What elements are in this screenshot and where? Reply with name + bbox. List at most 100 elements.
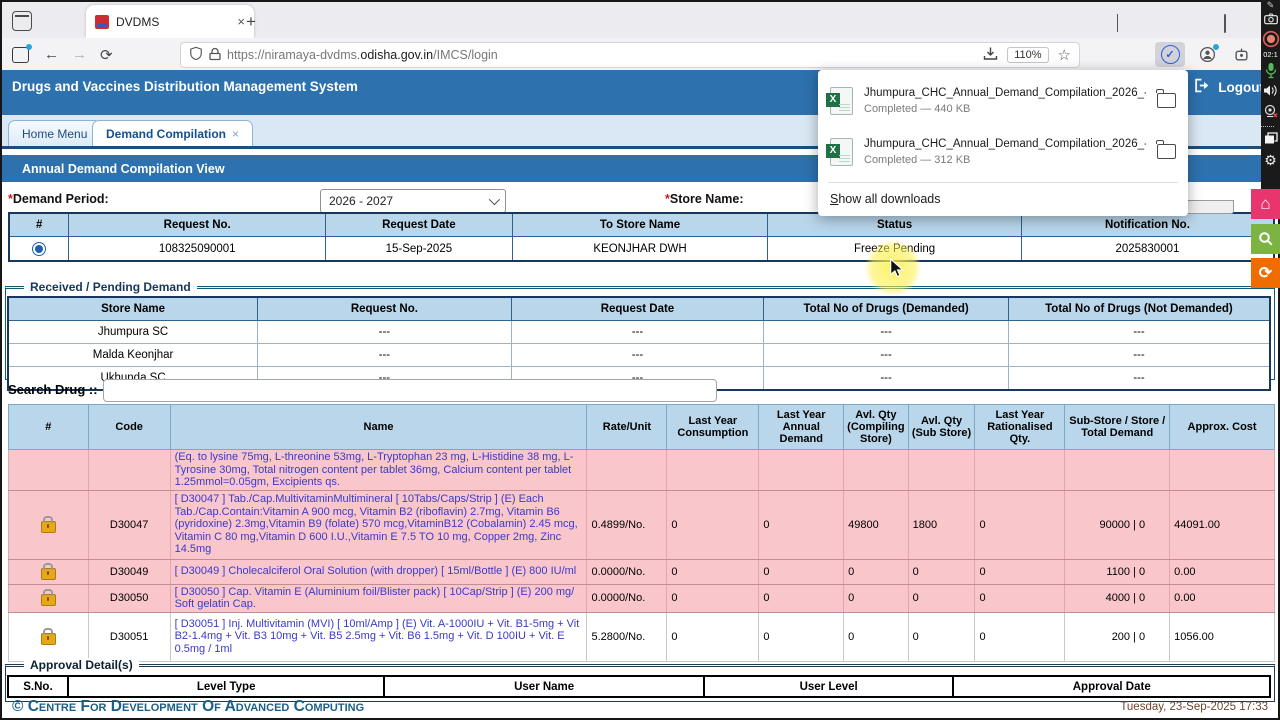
col-notification-no: Notification No. [1020, 212, 1275, 237]
tab-close-icon[interactable]: × [232, 126, 240, 141]
annotate-pencil-icon[interactable]: ✎ [1266, 0, 1275, 10]
col-name: Name [169, 404, 588, 450]
logout-icon [1194, 78, 1211, 96]
reload-icon[interactable]: ⟳ [100, 47, 113, 64]
col-hash: # [8, 212, 70, 237]
speaker-icon[interactable] [1261, 84, 1280, 102]
lock-icon[interactable] [40, 515, 56, 533]
lock-icon[interactable] [40, 589, 56, 606]
download-filename: Jhumpura_CHC_Annual_Demand_Compilation_2… [864, 86, 1146, 99]
gear-icon[interactable]: ⚙ [1264, 152, 1277, 168]
notification-no: 2025830001 [1020, 236, 1275, 262]
forward-icon[interactable]: → [72, 46, 87, 63]
tab-close-icon[interactable]: × [237, 14, 245, 29]
webcam-off-icon[interactable] [1261, 104, 1280, 124]
zoom-level-indicator[interactable]: 110% [1007, 47, 1049, 63]
drug-row-d30050: D30050 [ D30050 ] Cap. Vitamin E (Alumin… [8, 583, 1275, 613]
download-status: Completed — 440 KB [864, 102, 971, 115]
excel-file-icon [826, 86, 853, 115]
col-status: Status [767, 212, 1022, 237]
col-demanded: Total No of Drugs (Demanded) [763, 296, 1009, 321]
col-code: Code [87, 404, 171, 450]
request-no: 108325090001 [68, 236, 327, 262]
demand-period-select[interactable]: 2026 - 2027 [320, 189, 506, 213]
restore-window-icon[interactable] [1224, 14, 1226, 33]
logout-button[interactable]: Logout [1194, 78, 1264, 96]
request-table: # Request No. Request Date To Store Name… [8, 212, 1275, 262]
drug-row-d30049: D30049 [ D30049 ] Cholecalciferol Oral S… [8, 558, 1275, 585]
received-pending-legend: Received / Pending Demand [24, 280, 197, 294]
tab-home-menu[interactable]: Home Menu [8, 120, 102, 146]
request-row: 108325090001 15-Sep-2025 KEONJHAR DWH Fr… [8, 236, 1275, 262]
save-page-icon[interactable] [983, 46, 998, 64]
section-title: Annual Demand Compilation View [22, 161, 225, 176]
search-fab-button[interactable] [1251, 224, 1280, 254]
col-level-type: Level Type [66, 675, 386, 698]
screen-window-icon[interactable] [1261, 132, 1280, 150]
download-filename: Jhumpura_CHC_Annual_Demand_Compilation_2… [864, 137, 1146, 150]
drug-table: # Code Name Rate/Unit Last Year Consumpt… [8, 404, 1275, 662]
search-drug-input[interactable] [103, 379, 717, 402]
tab-list-chevron-icon[interactable] [1117, 14, 1118, 32]
tab-manager-icon[interactable] [12, 11, 32, 31]
sidebar-toggle-icon[interactable] [12, 44, 32, 63]
col-last-year-consumption: Last Year Consumption [666, 404, 760, 450]
table-row: Malda Keonjhar --- --- --- --- [7, 343, 1271, 367]
tab-demand-compilation[interactable]: Demand Compilation × [92, 120, 254, 146]
col-rationalised-qty: Last Year Rationalised Qty. [974, 404, 1066, 450]
col-avl-qty-compiling: Avl. Qty (Compiling Store) [843, 404, 909, 450]
received-pending-fieldset: Received / Pending Demand Store Name Req… [5, 280, 1275, 391]
lock-icon[interactable] [40, 627, 56, 645]
recording-timer: 02:1 [1263, 50, 1278, 59]
col-user-level: User Level [702, 675, 955, 698]
extensions-icon[interactable] [1226, 42, 1256, 67]
https-lock-icon[interactable] [209, 47, 221, 64]
col-last-year-annual-demand: Last Year Annual Demand [758, 404, 845, 450]
col-request-date: Request Date [325, 212, 513, 237]
url-text: https://niramaya-dvdms.odisha.gov.in/IMC… [227, 48, 498, 62]
approval-fieldset: Approval Detail(s) S.No. Level Type User… [5, 658, 1275, 702]
request-radio[interactable] [32, 241, 47, 256]
col-approval-date: Approval Date [952, 675, 1271, 698]
col-request-date: Request Date [510, 296, 765, 321]
download-item[interactable]: Jhumpura_CHC_Annual_Demand_Compilation_2… [818, 126, 1188, 177]
chevron-down-icon [488, 193, 501, 206]
screenshot-camera-icon[interactable] [1261, 12, 1280, 30]
col-request-no: Request No. [257, 296, 512, 321]
account-icon[interactable] [1192, 42, 1222, 67]
copyright-text: © Centre For Development Of Advanced Com… [12, 697, 365, 715]
show-all-downloads-link[interactable]: Show all downloads [830, 192, 941, 206]
col-to-store: To Store Name [511, 212, 769, 237]
col-user-name: User Name [383, 675, 705, 698]
new-tab-icon[interactable]: + [246, 12, 256, 31]
refresh-fab-button[interactable]: ⟳ [1251, 258, 1280, 288]
browser-tab-dvdms[interactable]: DVDMS × [86, 5, 254, 38]
downloads-popup: Jhumpura_CHC_Annual_Demand_Compilation_2… [818, 70, 1188, 216]
open-containing-folder-icon[interactable] [1156, 140, 1176, 159]
open-containing-folder-icon[interactable] [1156, 89, 1176, 108]
approval-table: S.No. Level Type User Name User Level Ap… [7, 675, 1271, 698]
tracking-shield-icon[interactable] [189, 46, 203, 64]
to-store-name: KEONJHAR DWH [511, 236, 769, 262]
col-not-demanded: Total No of Drugs (Not Demanded) [1007, 296, 1271, 321]
downloads-button[interactable]: ✓ [1155, 42, 1185, 67]
search-drug-label: Search Drug :: [8, 382, 98, 397]
download-item[interactable]: Jhumpura_CHC_Annual_Demand_Compilation_2… [818, 75, 1188, 126]
bookmark-star-icon[interactable]: ☆ [1057, 47, 1071, 64]
col-total-demand: Sub-Store / Store / Total Demand [1064, 404, 1171, 450]
footer: © Centre For Development Of Advanced Com… [2, 696, 1278, 717]
microphone-icon[interactable] [1261, 62, 1280, 84]
home-button[interactable]: ⌂ [1251, 189, 1280, 219]
store-name-label: *Store Name: [665, 192, 744, 206]
record-button-icon[interactable] [1261, 30, 1280, 53]
received-pending-table: Store Name Request No. Request Date Tota… [7, 296, 1271, 391]
col-store-name: Store Name [7, 296, 259, 321]
col-approx-cost: Approx. Cost [1169, 404, 1275, 450]
excel-file-icon [826, 137, 853, 166]
back-icon[interactable]: ← [44, 46, 59, 63]
approval-legend: Approval Detail(s) [24, 658, 139, 672]
lock-icon[interactable] [40, 562, 56, 580]
url-bar[interactable]: https://niramaya-dvdms.odisha.gov.in/IMC… [180, 42, 1080, 68]
request-date: 15-Sep-2025 [325, 236, 513, 262]
drug-row-d30051: D30051 [ D30051 ] Inj. Multivitamin (MVI… [8, 611, 1275, 662]
